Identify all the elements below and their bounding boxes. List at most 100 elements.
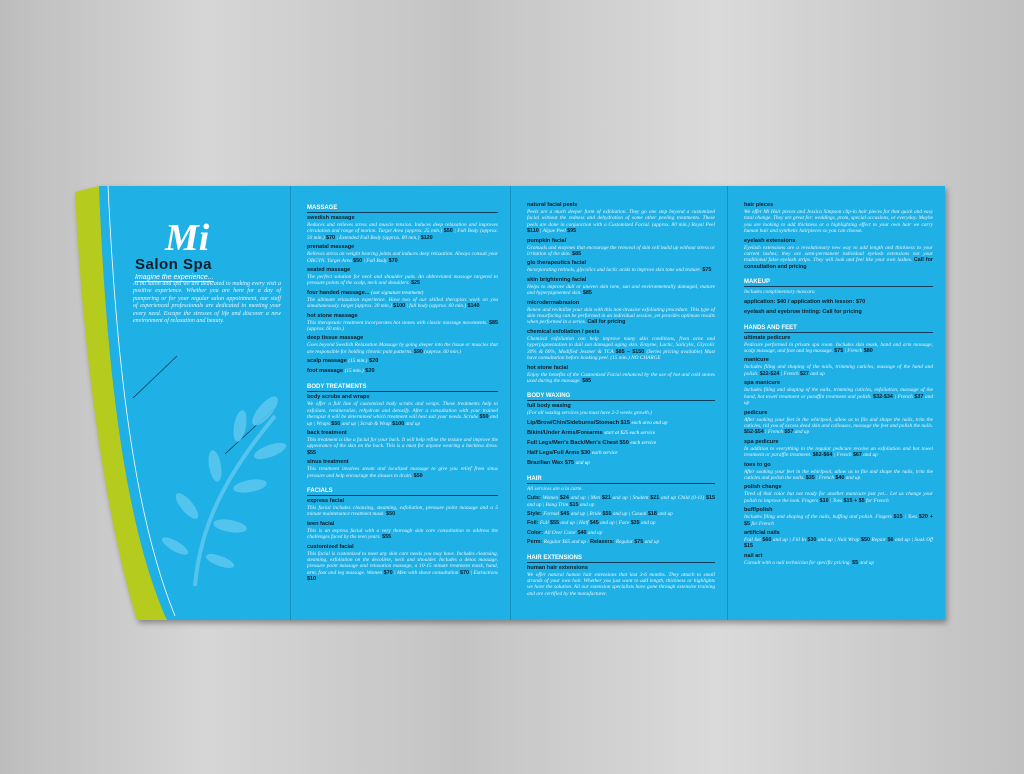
item-name: Lip/Brow/Chin/Sideburns/Stomach $15 each…: [527, 420, 715, 427]
description-text: | Extended Full Body (approx. 80 min.): [334, 234, 421, 241]
price: $85 – $150: [615, 348, 645, 355]
description-text: and up: [586, 529, 603, 536]
item-title: body scrubs and wraps: [307, 394, 370, 401]
section-heading: HANDS AND FEET: [744, 325, 933, 333]
price: $55: [602, 510, 612, 517]
price: $90: [413, 348, 423, 355]
price: $80: [863, 348, 873, 355]
menu-item: express facial This facial includes clean…: [307, 498, 498, 518]
item-description: Helps to improve dull or uneven skin ton…: [527, 284, 715, 297]
price: $50: [386, 511, 396, 518]
item-name: chemical exfoliation / peels: [527, 329, 715, 336]
tagline: Imagine the experience...: [135, 274, 214, 282]
description-text: In addition to everything in the regular…: [744, 445, 933, 459]
price: $45: [589, 520, 599, 527]
menu-item: glo therapeutics facial Incorporating ret…: [527, 260, 715, 273]
item-description: We offer natural human hair extensions t…: [527, 572, 715, 598]
price: Call for pricing: [587, 319, 626, 326]
description-text: | Toes: [902, 514, 919, 521]
menu-item: nail art Consult with a nail technician f…: [744, 553, 933, 566]
item-title: Lip/Brow/Chin/Sideburns/Stomach $15: [527, 419, 630, 426]
item-title: seated massage: [307, 267, 351, 274]
price: $30: [807, 536, 817, 543]
description-text: | French: [814, 474, 836, 481]
description-text: | Full Body (approx. 50 min.): [307, 228, 498, 241]
menu-item: Style: Formal $45 and up | Bride $55 and…: [527, 511, 715, 517]
description-text: | French: [892, 393, 915, 400]
intro-text: At mi salon and spa we are dedicated to …: [133, 281, 281, 325]
brand-name: Salon Spa: [135, 256, 213, 273]
item-title: back treatment: [307, 429, 347, 436]
description-text: (For all waxing services you must have 2…: [527, 410, 652, 417]
menu-item: manicure Includes filing and shaping of t…: [744, 357, 933, 377]
price: $100: [392, 420, 405, 427]
item-title: teen facial: [307, 520, 335, 527]
description-text: and up | Soak Off: [893, 536, 933, 543]
section-heading: MAKEUP: [744, 279, 933, 288]
item-description: This facial includes cleansing, steaming…: [307, 505, 498, 518]
menu-item: polish change Tired of that color but not…: [744, 484, 933, 504]
item-title: express facial: [307, 497, 345, 504]
price: $37: [914, 393, 924, 400]
item-name: manicure: [744, 357, 933, 364]
item-title: spa pedicure: [744, 438, 779, 445]
item-name: Brazilian Wax $75 and up: [527, 460, 715, 467]
section-heading: BODY WAXING: [527, 393, 715, 402]
menu-item: hair pieces We offer Mi Hair pieces and J…: [744, 202, 933, 235]
description-text: and up | Bride: [569, 510, 603, 517]
price: $85: [572, 251, 582, 258]
description-text: and up | Bang Trim: [527, 501, 570, 508]
description-text: | French: [763, 429, 785, 436]
item-title: nail art: [744, 552, 763, 559]
price: $50: [479, 414, 489, 421]
description-text: Renew and revitalize your skin with this…: [527, 306, 715, 326]
menu-item: Lip/Brow/Chin/Sideburns/Stomach $15 each…: [527, 420, 715, 427]
item-description: Incorporating retinols, glycolics and la…: [527, 267, 715, 273]
price: $40: [577, 529, 587, 536]
item-name: full body waxing: [527, 403, 715, 410]
description-text: and up | Student: [610, 495, 651, 502]
price: $75: [834, 348, 844, 355]
price: $85: [489, 319, 498, 326]
description-text: Tired of that color but not ready for an…: [744, 491, 933, 504]
menu-item: Color: All Over Color $40 and up: [527, 530, 715, 536]
price: $50: [861, 536, 870, 543]
menu-item: All services are a la carte.: [527, 486, 715, 492]
description-text: and up | Face: [598, 520, 631, 527]
item-title: prenatal massage: [307, 244, 355, 251]
item-title: manicure: [744, 357, 769, 364]
description-text: and up: [578, 501, 595, 508]
description-text: and up | Casual: [611, 510, 648, 517]
menu-item: application: $40 / application with less…: [744, 299, 933, 306]
description-text: Peels are a much deeper form of exfoliat…: [527, 209, 715, 228]
description-text: and up: [404, 420, 421, 427]
menu-item: Half Legs/Full Arms $30 each service: [527, 450, 715, 457]
price: $25: [411, 280, 421, 287]
item-price: $20: [365, 368, 375, 375]
description-text: This treatment is like a facial for your…: [307, 436, 498, 450]
description-text: and up: [808, 370, 825, 377]
price: $21: [650, 495, 660, 502]
menu-item: back treatment This treatment is like a f…: [307, 430, 498, 456]
section-heading: HAIR: [527, 476, 715, 484]
description-text: Consult with a nail technician for speci…: [744, 559, 853, 566]
menu-item: Full Legs/Men's Back/Men's Chest $50 eac…: [527, 440, 715, 447]
menu-item: human hair extensions We offer natural hu…: [527, 565, 715, 598]
description-text: and up: [858, 559, 875, 566]
menu-item: full body waxing (For all waxing services…: [527, 403, 715, 416]
item-name: glo therapeutics facial: [527, 260, 715, 267]
description-text: (approx. 60 min.): [307, 326, 344, 333]
menu-item: Includes complimentary mascara: [744, 289, 933, 295]
item-title: Brazilian Wax $75: [527, 459, 575, 466]
item-title: pedicure: [744, 409, 768, 416]
item-description: Foil: Full $55 and up | Half $45 and up …: [527, 520, 715, 526]
item-description: (For all waxing services you must have 2…: [527, 410, 715, 416]
description-text: and up | Nail Wrap: [816, 536, 861, 543]
item-name: human hair extensions: [527, 565, 715, 572]
description-text: This treatment involves steam and locali…: [307, 466, 498, 479]
menu-item: pumpkin facial Granuals and enzymes that …: [527, 238, 715, 258]
panel-peels-waxing-hair: natural facial peels Peels are a much dee…: [510, 186, 727, 620]
item-description: Renew and revitalize your skin with this…: [527, 307, 715, 326]
item-description: Full Set $60 and up | Fill In $30 and up…: [744, 537, 933, 550]
item-description: This is an express facial with a very th…: [307, 528, 498, 541]
